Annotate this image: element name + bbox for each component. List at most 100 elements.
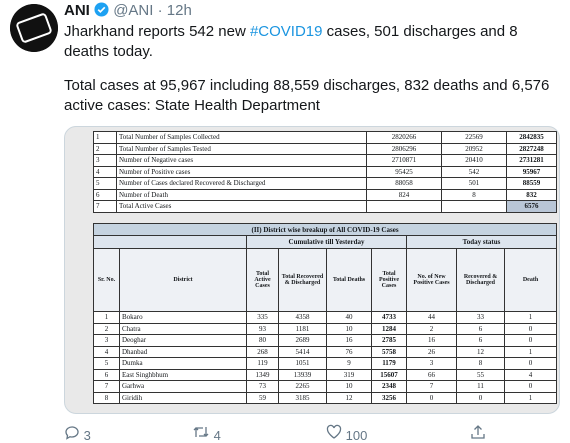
column-header: Total Active Cases <box>246 248 279 312</box>
table-cell: 3 <box>93 334 120 347</box>
author[interactable]: ANI <box>64 2 90 19</box>
table-cell: 4 <box>93 345 120 358</box>
like-button[interactable]: 100 <box>326 424 367 443</box>
table-cell: Number of Positive cases <box>116 165 367 178</box>
table-cell: 7 <box>93 380 120 393</box>
group-header: Cumulative till Yesterday <box>246 235 407 249</box>
table-cell: 20952 <box>441 142 507 155</box>
table-cell: 5758 <box>371 345 407 358</box>
table-row: 8 Giridih 59 3185 12 3256 0 0 1 <box>93 391 558 404</box>
table-row: 2 Chatra 93 1181 10 1284 2 6 0 <box>93 322 558 335</box>
table-cell: 501 <box>441 177 507 190</box>
table-cell: 80 <box>246 334 279 347</box>
table-cell: 2785 <box>371 334 407 347</box>
table-cell: 33 <box>456 311 505 324</box>
table-cell: 0 <box>503 357 558 370</box>
table-cell: 26 <box>406 345 457 358</box>
table-cell: 3185 <box>278 391 327 404</box>
district-table: (II) District wise breakup of All COVID-… <box>92 223 558 404</box>
column-header: Recovered & Discharged <box>456 248 505 312</box>
table-cell: Garhwa <box>119 380 247 393</box>
table-cell: 2842835 <box>506 131 557 144</box>
table-cell: 2 <box>93 142 117 155</box>
table-cell: Deoghar <box>119 334 247 347</box>
table-cell: 335 <box>246 311 279 324</box>
table-cell: 8 <box>441 188 507 201</box>
avatar[interactable] <box>10 4 58 52</box>
table-cell: 2820266 <box>366 131 442 144</box>
table-cell: 2806296 <box>366 142 442 155</box>
table-cell: 9 <box>326 357 372 370</box>
share-button[interactable] <box>470 424 486 443</box>
table-cell: 1 <box>503 311 558 324</box>
time[interactable]: 12h <box>166 2 192 19</box>
table-cell: East Singhbhum <box>119 368 247 381</box>
table-cell: 95967 <box>506 165 557 178</box>
table-cell: 2710871 <box>366 154 442 167</box>
column-header: Total Recovered & Discharged <box>278 248 327 312</box>
column-header: Death <box>503 248 558 312</box>
table-cell: Number of Death <box>116 188 367 201</box>
text: Jharkhand reports 542 new <box>64 23 250 40</box>
table-cell: 16 <box>326 334 372 347</box>
table-cell: 0 <box>503 322 558 335</box>
table-cell: 13939 <box>278 368 327 381</box>
table-cell: 0 <box>503 380 558 393</box>
table-cell: 7 <box>93 200 117 213</box>
table-row: 7 Garhwa 73 2265 10 2348 7 11 0 <box>93 380 558 393</box>
table-cell: 5414 <box>278 345 327 358</box>
table-cell: 8 <box>456 357 505 370</box>
table-row: 6 Number of Death 824 8 832 <box>93 188 557 201</box>
table-cell: 3 <box>93 154 117 167</box>
table-cell: 11 <box>456 380 505 393</box>
table-cell: 73 <box>246 380 279 393</box>
table-row: 1 Bokaro 335 4358 40 4733 44 33 1 <box>93 311 558 324</box>
table-cell: 10 <box>326 322 372 335</box>
table-cell: Chatra <box>119 322 247 335</box>
summary-table: 1 Total Number of Samples Collected 282026… <box>93 131 557 213</box>
table-cell: 824 <box>366 188 442 201</box>
table-cell: 119 <box>246 357 279 370</box>
table-cell: 2265 <box>278 380 327 393</box>
table-cell: Total Active Cases <box>116 200 367 213</box>
column-header: Total Positive Cases <box>371 248 407 312</box>
table-row: 4 Dhanbad 268 5414 76 5758 26 12 1 <box>93 345 558 358</box>
table-cell: 6576 <box>506 200 557 213</box>
table-cell: 4 <box>93 165 117 178</box>
table-cell: 6 <box>456 322 505 335</box>
tweet-text: Jharkhand reports 542 new #COVID19 cases… <box>64 22 560 62</box>
table-cell: 22569 <box>441 131 507 144</box>
table-cell: 0 <box>503 334 558 347</box>
table-cell: 2731281 <box>506 154 557 167</box>
retweet-button[interactable]: 4 <box>192 424 221 443</box>
verified-badge <box>94 2 109 17</box>
table-cell: 12 <box>456 345 505 358</box>
reply-button[interactable]: 3 <box>64 424 91 443</box>
table-row: 3 Deoghar 80 2689 16 2785 16 6 0 <box>93 334 558 347</box>
table-cell: 0 <box>406 391 457 404</box>
table-cell: 76 <box>326 345 372 358</box>
table-cell: 1 <box>93 311 120 324</box>
table-cell: Bokaro <box>119 311 247 324</box>
tweet-text: Total cases at 95,967 including 88,559 d… <box>64 77 550 114</box>
table-cell: 0 <box>456 391 505 404</box>
table-row: 7 Total Active Cases 6576 <box>93 200 557 213</box>
table-cell: 1 <box>93 131 117 144</box>
table-cell: 3 <box>406 357 457 370</box>
table-cell: Dumka <box>119 357 247 370</box>
tweet-image[interactable]: 1 Total Number of Samples Collected 282026… <box>64 126 560 414</box>
hashtag[interactable]: #COVID19 <box>249 23 323 40</box>
table-cell: 4358 <box>278 311 327 324</box>
table-cell: 4733 <box>371 311 407 324</box>
table-cell: 1349 <box>246 368 279 381</box>
table-cell: 6 <box>93 368 120 381</box>
table-cell <box>366 200 442 213</box>
group-header: Today status <box>405 235 558 249</box>
table-cell: 6 <box>93 188 117 201</box>
table-cell: 8 <box>93 391 120 404</box>
table-cell: 268 <box>246 345 279 358</box>
column-header: No. of New Positive Cases <box>406 248 457 312</box>
handle[interactable]: @ANI <box>113 2 154 19</box>
table-row: 3 Number of Negative cases 2710871 20410 273… <box>93 154 557 167</box>
